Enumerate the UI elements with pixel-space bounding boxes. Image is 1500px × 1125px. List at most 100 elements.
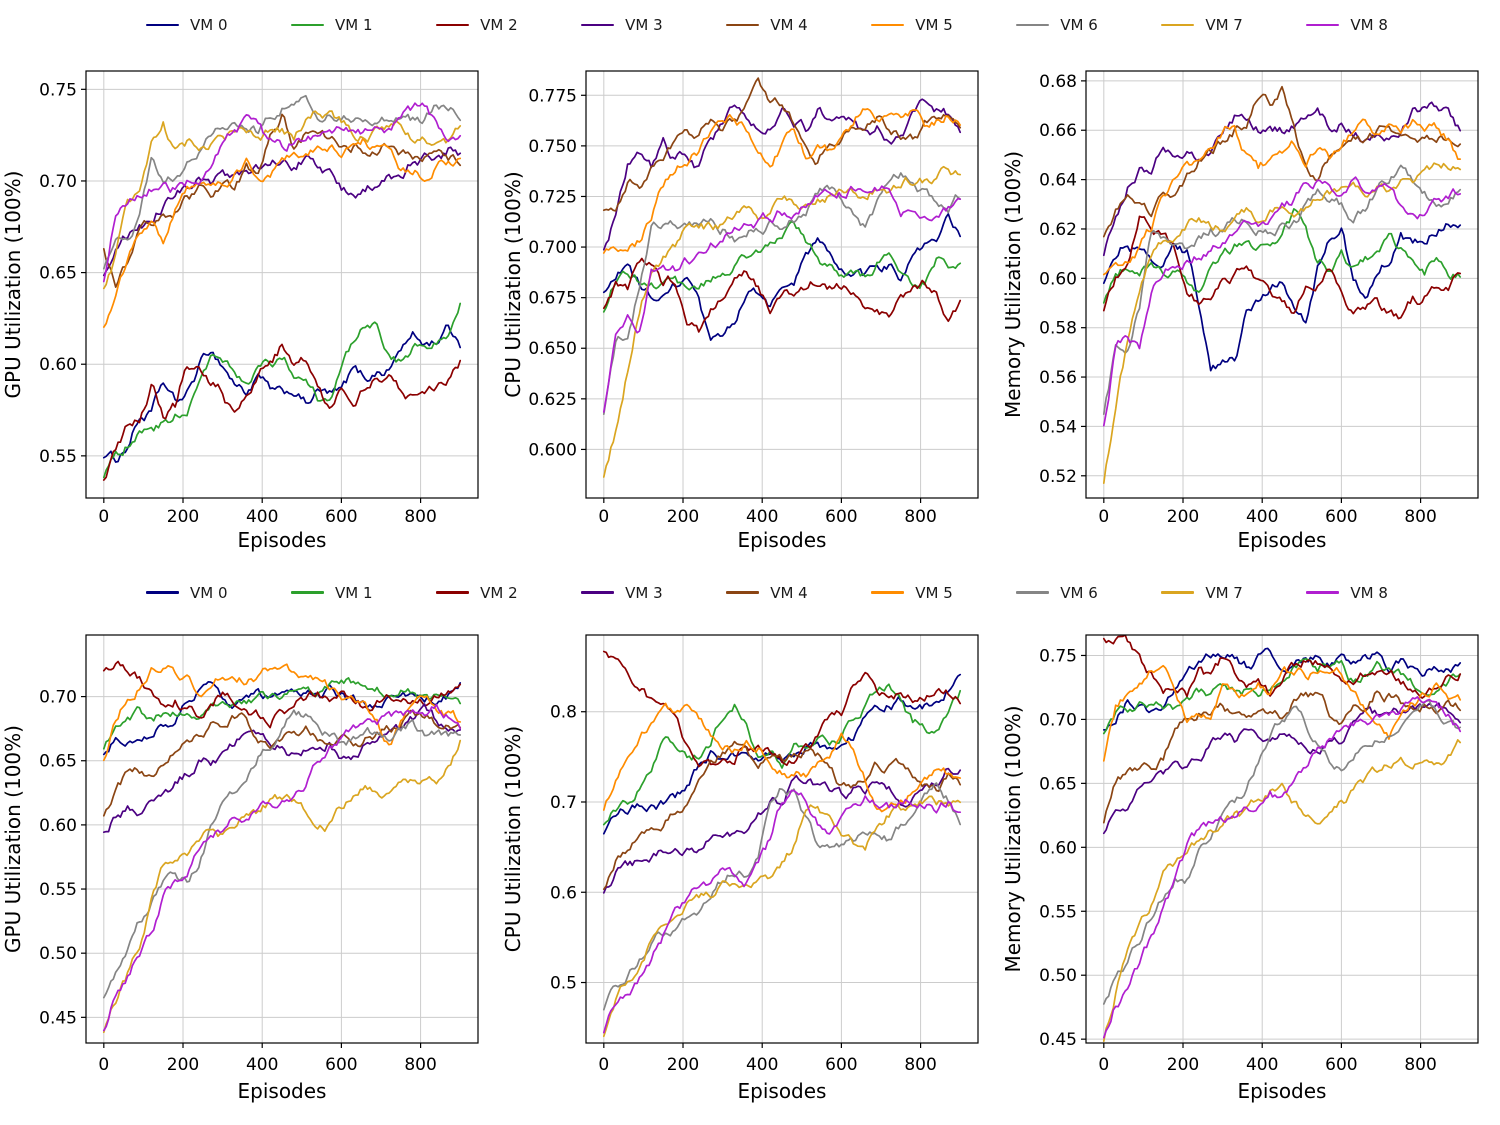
x-axis-label: Episodes — [238, 528, 327, 552]
legend-label: VM 2 — [480, 16, 518, 34]
x-tick-label: 800 — [404, 507, 436, 527]
legend-line-swatch — [726, 23, 760, 27]
x-tick-label: 600 — [825, 1055, 857, 1075]
series-line-vm3 — [602, 767, 962, 894]
x-tick-label: 800 — [1404, 1055, 1436, 1075]
series-line-vm2 — [102, 660, 462, 729]
series-line-vm0 — [102, 324, 462, 463]
x-tick-label: 800 — [904, 507, 936, 527]
legend-row-bottom: VM 0 VM 1 VM 2 VM 3 VM 4 VM 5 VM 6 VM 7 VM 8 — [0, 565, 1500, 620]
x-tick-label: 400 — [746, 507, 778, 527]
x-tick-label: 600 — [1325, 507, 1357, 527]
legend-item-vm7: VM 7 — [1161, 584, 1243, 602]
x-axis-label: Episodes — [738, 1079, 827, 1103]
series-line-vm3 — [102, 703, 462, 834]
y-axis-label: Memory Utilization (100%) — [1001, 151, 1025, 418]
x-tick-label: 600 — [825, 507, 857, 527]
x-axis-label: Episodes — [738, 528, 827, 552]
y-tick-label: 0.55 — [39, 447, 77, 467]
series-line-vm4 — [102, 709, 462, 817]
legend-label: VM 0 — [190, 16, 228, 34]
series-line-vm6 — [102, 709, 462, 999]
legend-line-swatch — [291, 23, 325, 27]
y-tick-label: 0.625 — [528, 390, 577, 410]
legend-item-vm1: VM 1 — [291, 584, 373, 602]
legend-item-vm7: VM 7 — [1161, 16, 1243, 34]
series-line-vm7 — [602, 165, 962, 478]
y-tick-label: 0.70 — [39, 688, 77, 708]
legend-line-swatch — [1161, 591, 1195, 594]
legend-line-swatch — [1016, 591, 1050, 594]
x-tick-label: 800 — [904, 1055, 936, 1075]
y-tick-label: 0.75 — [39, 80, 77, 100]
legend-line-swatch — [1161, 23, 1195, 27]
legend-item-vm1: VM 1 — [291, 16, 373, 34]
y-tick-label: 0.55 — [1039, 902, 1077, 922]
series-line-vm3 — [602, 98, 962, 251]
series-line-vm4 — [1102, 85, 1462, 238]
legend-item-vm6: VM 6 — [1016, 16, 1098, 34]
legend-label: VM 5 — [915, 16, 953, 34]
series-line-vm2 — [1102, 635, 1462, 699]
legend-item-vm0: VM 0 — [146, 16, 228, 34]
x-tick-label: 400 — [1246, 507, 1278, 527]
legend-label: VM 1 — [335, 16, 373, 34]
y-tick-label: 0.700 — [528, 238, 577, 258]
series-line-vm5 — [102, 663, 462, 762]
series-line-vm7 — [102, 739, 462, 1034]
x-tick-label: 400 — [746, 1055, 778, 1075]
series-line-vm8 — [1102, 176, 1462, 427]
series-line-vm7 — [1102, 162, 1462, 485]
y-tick-label: 0.60 — [39, 816, 77, 836]
series-line-vm2 — [602, 650, 962, 768]
legend-item-vm2: VM 2 — [436, 16, 518, 34]
y-tick-label: 0.66 — [1039, 121, 1077, 141]
chart-mem-top: 0 200 400 600 800 0.52 0.54 0.56 0.58 0.60 0.62 0.6… — [1001, 70, 1479, 552]
y-tick-label: 0.55 — [39, 880, 77, 900]
legend-item-vm3: VM 3 — [581, 16, 663, 34]
legend-item-vm5: VM 5 — [871, 16, 953, 34]
y-axis-label: CPU Utilization (100%) — [501, 726, 525, 952]
series-line-vm4 — [102, 113, 462, 288]
series-line-vm8 — [102, 703, 462, 1032]
x-axis-label: Episodes — [238, 1079, 327, 1103]
series-line-vm5 — [1102, 664, 1462, 762]
series-line-vm5 — [602, 702, 962, 813]
legend-label: VM 3 — [625, 16, 663, 34]
series-line-vm8 — [102, 102, 462, 283]
legend-label: VM 7 — [1205, 16, 1243, 34]
y-tick-label: 0.5 — [550, 974, 577, 994]
x-tick-label: 200 — [167, 1055, 199, 1075]
legend-line-swatch — [146, 591, 179, 594]
x-tick-label: 400 — [246, 507, 278, 527]
y-tick-label: 0.68 — [1039, 72, 1077, 92]
series-line-vm6 — [1102, 164, 1462, 416]
x-tick-label: 0 — [598, 507, 609, 527]
x-tick-label: 0 — [1098, 1055, 1109, 1075]
series-line-vm5 — [1102, 118, 1462, 276]
series-line-vm4 — [602, 740, 962, 891]
legend-line-swatch — [436, 23, 470, 27]
legend-label: VM 5 — [915, 583, 953, 602]
y-tick-label: 0.52 — [1039, 467, 1077, 487]
y-tick-label: 0.600 — [528, 440, 577, 460]
x-tick-label: 600 — [325, 1055, 357, 1075]
x-tick-label: 0 — [1098, 507, 1109, 527]
y-tick-label: 0.725 — [528, 187, 577, 207]
series-line-vm1 — [602, 220, 962, 313]
series-line-vm0 — [602, 213, 962, 341]
legend-label: VM 1 — [335, 583, 373, 602]
series-line-vm5 — [602, 108, 962, 254]
legend-label: VM 3 — [625, 583, 663, 602]
y-axis-label: GPU Utilization (100%) — [1, 725, 25, 953]
x-tick-label: 0 — [98, 1055, 109, 1075]
x-tick-label: 600 — [325, 507, 357, 527]
series-line-vm8 — [1102, 696, 1462, 1039]
y-tick-label: 0.54 — [1039, 417, 1077, 437]
y-tick-label: 0.65 — [39, 264, 77, 284]
y-tick-label: 0.650 — [528, 339, 577, 359]
y-axis-label: Memory Utilization (100%) — [1001, 705, 1025, 972]
x-tick-label: 200 — [667, 507, 699, 527]
legend-item-vm4: VM 4 — [726, 584, 808, 602]
series-line-vm3 — [102, 146, 462, 277]
